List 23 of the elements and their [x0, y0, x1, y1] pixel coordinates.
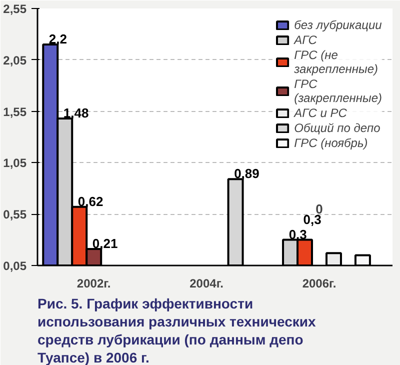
x-tick-label: 2002г. — [76, 276, 111, 290]
data-label: 2,2 — [48, 31, 68, 46]
y-tick-label: 2,55 — [3, 2, 27, 16]
y-tick-label: 0,05 — [3, 259, 27, 273]
data-label: 0,3 — [288, 226, 307, 242]
legend-label: ГРС (не закрепленные) — [294, 48, 378, 76]
x-tick-label: 2006г. — [302, 276, 336, 290]
data-label: 0,89 — [234, 166, 260, 182]
legend-label: Общий по депо — [294, 121, 380, 135]
y-tick-label: 2,05 — [3, 53, 27, 68]
legend-label: ГРС (закрепленные) — [294, 77, 382, 105]
legend-label: без лубрикации — [294, 18, 382, 32]
legend-label: АГС и РС — [294, 106, 347, 120]
legend-label: АГС — [294, 33, 317, 47]
y-tick-label: 0,55 — [3, 208, 27, 222]
y-tick-label: 1,05 — [3, 156, 27, 170]
data-label: 0,21 — [92, 236, 118, 252]
annotation: 0 — [316, 202, 323, 216]
data-label: 0,62 — [78, 194, 104, 209]
legend-label: ГРС (ноябрь) — [294, 136, 368, 150]
y-tick-label: 1,55 — [3, 104, 27, 119]
data-label: 1,48 — [63, 105, 89, 120]
x-tick-label: 2004г. — [190, 276, 224, 290]
